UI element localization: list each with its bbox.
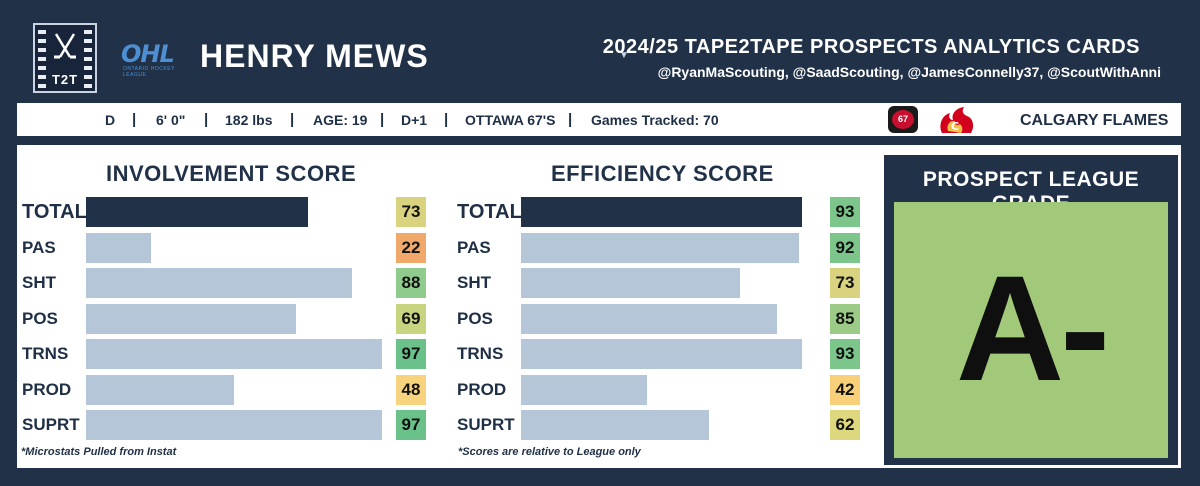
score-value-badge: 97: [396, 410, 426, 440]
info-draft-status: D+1: [401, 112, 428, 128]
score-bar: [521, 339, 802, 369]
score-bar-track: [86, 303, 382, 334]
score-bar: [521, 410, 710, 440]
player-name: HENRY MEWS: [200, 38, 429, 74]
prospect-grade-panel: PROSPECT LEAGUE GRADE A-: [884, 155, 1178, 465]
score-row-label: TOTAL: [22, 201, 87, 223]
prospect-grade-box: A-: [894, 202, 1168, 458]
info-separator: |: [290, 111, 295, 128]
score-bar-track: [86, 374, 382, 405]
score-bar-track: [86, 410, 382, 440]
calgary-flames-logo: C: [940, 107, 974, 133]
score-bar: [86, 232, 152, 263]
dropdown-caret-icon[interactable]: ▼: [619, 50, 629, 61]
score-bar: [86, 410, 382, 440]
info-age: AGE: 19: [313, 112, 368, 128]
score-bar: [521, 374, 648, 405]
ohl-logo-subtext: ONTARIO HOCKEY LEAGUE: [123, 66, 175, 78]
info-separator: |: [568, 111, 573, 128]
score-bar: [521, 232, 800, 263]
score-row-label: TRNS: [22, 344, 69, 363]
score-bar-track: [521, 303, 802, 334]
t2t-logo: T2T: [33, 23, 97, 93]
ohl-logo-text: OHL: [121, 40, 175, 68]
score-row-label: SHT: [22, 273, 56, 292]
score-row-label: PROD: [22, 379, 72, 399]
score-value-badge: 22: [396, 232, 426, 263]
score-bar-track: [521, 268, 802, 298]
svg-text:C: C: [951, 120, 959, 133]
score-row-label: TOTAL: [457, 201, 522, 223]
score-value-badge: 85: [830, 303, 860, 334]
info-separator: |: [132, 111, 137, 128]
prospect-grade-value: A-: [955, 244, 1110, 412]
card-title: 2024/25 TAPE2TAPE PROSPECTS ANALYTICS CA…: [602, 36, 1140, 58]
info-separator: |: [444, 111, 449, 128]
involvement-footnote: *Microstats Pulled from Instat: [21, 446, 177, 458]
score-row-label: PROD: [457, 379, 507, 399]
score-bar-track: [86, 339, 382, 369]
score-value-badge: 93: [830, 339, 860, 369]
ottawa-67s-logo-text: 67: [892, 110, 914, 129]
score-row-label: POS: [22, 308, 58, 328]
score-value-badge: 88: [396, 268, 426, 298]
info-team: OTTAWA 67'S: [465, 112, 556, 128]
score-bar: [86, 268, 353, 298]
nhl-team-name: CALGARY FLAMES: [1020, 112, 1169, 129]
score-row-label: PAS: [22, 237, 56, 257]
card-credits: @RyanMaScouting, @SaadScouting, @JamesCo…: [657, 64, 1161, 80]
score-row-label: PAS: [457, 237, 491, 257]
ottawa-67s-logo: 67: [888, 106, 918, 133]
score-bar: [86, 374, 234, 405]
score-row-label: SUPRT: [457, 415, 515, 434]
score-row-label: TRNS: [457, 344, 504, 363]
info-separator: |: [204, 111, 209, 128]
info-height: 6' 0": [156, 112, 186, 128]
score-value-badge: 48: [396, 374, 426, 405]
score-value-badge: 93: [830, 197, 860, 227]
score-bar-track: [521, 339, 802, 369]
hockey-sticks-icon: [54, 33, 76, 59]
score-value-badge: 97: [396, 339, 426, 369]
score-bar-track: [86, 268, 382, 298]
score-bar: [521, 268, 741, 298]
score-bar: [86, 197, 308, 227]
efficiency-score-title: EFFICIENCY SCORE: [551, 161, 774, 186]
score-bar: [86, 339, 382, 369]
info-games-tracked: Games Tracked: 70: [591, 112, 719, 128]
efficiency-footnote: *Scores are relative to League only: [458, 446, 641, 458]
film-strip-right: [84, 25, 92, 91]
score-value-badge: 42: [830, 374, 860, 405]
score-value-badge: 62: [830, 410, 860, 440]
ohl-logo: OHL ONTARIO HOCKEY LEAGUE: [121, 40, 193, 78]
score-value-badge: 92: [830, 232, 860, 263]
score-value-badge: 73: [830, 268, 860, 298]
info-separator: |: [380, 111, 385, 128]
score-bar: [86, 303, 297, 334]
t2t-logo-text: T2T: [51, 72, 79, 87]
score-bar: [521, 303, 777, 334]
score-row-label: SUPRT: [22, 415, 80, 434]
score-value-badge: 73: [396, 197, 426, 227]
score-bar-track: [521, 232, 802, 263]
score-value-badge: 69: [396, 303, 426, 334]
score-bar-track: [86, 232, 382, 263]
player-info-bar: D | 6' 0" | 182 lbs | AGE: 19 | D+1 | OT…: [17, 103, 1181, 136]
info-position: D: [105, 112, 116, 128]
score-bar-track: [521, 410, 802, 440]
score-bar: [521, 197, 802, 227]
film-strip-left: [38, 25, 46, 91]
score-bar-track: [521, 197, 802, 227]
score-row-label: SHT: [457, 273, 491, 292]
info-weight: 182 lbs: [225, 112, 273, 128]
score-row-label: POS: [457, 308, 493, 328]
involvement-score-title: INVOLVEMENT SCORE: [106, 161, 357, 186]
score-bar-track: [521, 374, 802, 405]
score-bar-track: [86, 197, 382, 227]
scores-panel: INVOLVEMENT SCORE TOTAL 73 PAS 22 SHT 88 POS 69…: [17, 145, 1181, 468]
